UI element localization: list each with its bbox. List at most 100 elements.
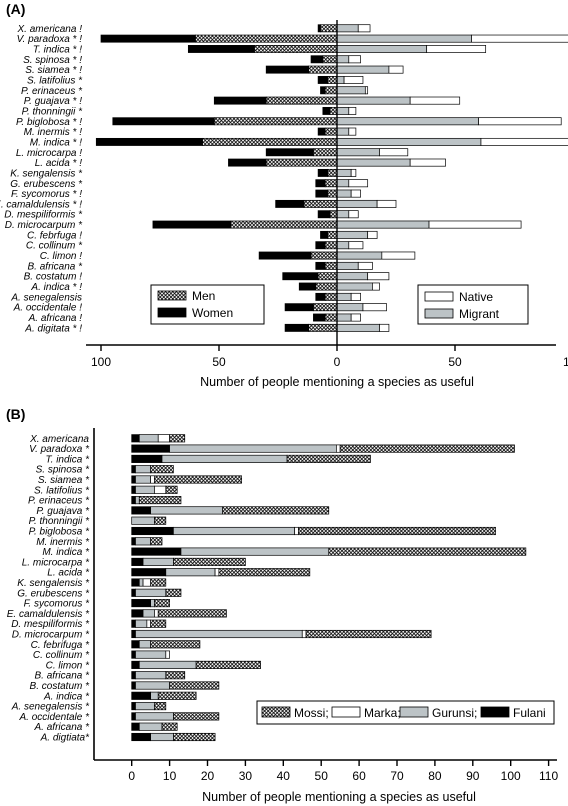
bar-a-men-25 <box>315 282 338 291</box>
bar-b-mossi-1 <box>339 444 515 453</box>
bar-b-gurunsi-1 <box>169 444 337 453</box>
bar-b-gurunsi-10 <box>135 537 152 546</box>
bar-a-migrant-26 <box>336 292 352 301</box>
bar-a-native-14 <box>350 168 357 177</box>
species-label-a-29: A. digitata * ! <box>24 323 82 334</box>
species-label-a-19: D. microcarpum * <box>5 220 83 231</box>
bar-a-men-19 <box>230 220 338 229</box>
bar-a-migrant-22 <box>336 251 383 260</box>
bar-a-women-7 <box>213 96 267 105</box>
species-label-b-6: P. erinaceus * <box>28 496 90 507</box>
bar-b-gurunsi-17 <box>142 609 155 618</box>
panel-b-label: (B) <box>6 406 25 422</box>
species-label-b-14: K. sengalensis * <box>17 578 90 589</box>
bar-a-migrant-28 <box>336 313 352 322</box>
species-label-b-29: A. digtiata* <box>40 733 90 744</box>
bar-a-native-7 <box>409 96 461 105</box>
species-label-a-3: S. spinosa * ! <box>23 55 82 66</box>
bar-a-men-17 <box>303 199 338 208</box>
bar-b-mossi-23 <box>165 671 186 680</box>
bar-a-women-26 <box>315 292 326 301</box>
species-label-b-5: S. latifolius * <box>34 485 90 496</box>
bar-b-fulani-2 <box>131 454 163 463</box>
bar-a-migrant-10 <box>336 127 350 136</box>
species-label-b-15: G. erubescens * <box>17 588 90 599</box>
bar-a-migrant-23 <box>336 261 359 270</box>
bar-a-migrant-14 <box>336 168 352 177</box>
species-label-a-12: L. microcarpa ! <box>16 148 82 159</box>
bar-a-native-13 <box>409 158 446 167</box>
panel-a-legend-right: Native Migrant <box>417 284 529 325</box>
bar-b-mossi-7 <box>222 506 330 515</box>
bar-a-native-3 <box>348 55 361 64</box>
tick-label-b-5: 50 <box>315 769 329 783</box>
bar-b-gurunsi-20 <box>138 640 151 649</box>
tick-label-b-11: 110 <box>539 769 558 783</box>
bar-a-women-28 <box>313 313 326 322</box>
bar-b-mossi-12 <box>173 557 246 566</box>
bar-a-migrant-27 <box>336 303 364 312</box>
species-label-a-23: B. africana * <box>28 261 84 272</box>
bar-a-women-5 <box>317 75 328 84</box>
bar-b-gurunsi-5 <box>135 485 155 494</box>
species-label-a-25: A. indica * ! <box>30 282 82 293</box>
tick-label-a-4: 100 <box>563 355 568 369</box>
tick-label-b-3: 30 <box>239 769 253 783</box>
bar-a-men-1 <box>195 34 338 43</box>
bar-a-men-2 <box>254 45 338 53</box>
legend-mossi-swatch <box>261 706 291 718</box>
tick-label-b-4: 40 <box>277 769 291 783</box>
bar-a-native-15 <box>348 179 369 188</box>
legend-native-swatch <box>424 291 454 302</box>
bar-a-women-20 <box>320 230 328 239</box>
bar-b-fulani-12 <box>131 557 144 566</box>
species-label-b-9: P. biglobosa * <box>29 527 91 538</box>
bar-a-native-6 <box>364 86 369 95</box>
bar-a-men-12 <box>313 148 338 157</box>
bar-a-native-28 <box>350 313 361 322</box>
bar-b-fulani-6 <box>131 496 136 505</box>
bar-a-men-26 <box>324 292 338 301</box>
bar-a-men-13 <box>265 158 338 167</box>
bar-a-migrant-29 <box>336 323 380 332</box>
bar-b-marka-9 <box>294 526 299 536</box>
bar-a-native-12 <box>379 148 409 157</box>
bar-b-mossi-2 <box>286 454 371 463</box>
bar-b-gurunsi-16 <box>150 599 155 608</box>
bar-b-fulani-15 <box>131 588 136 597</box>
bar-a-women-12 <box>265 148 314 157</box>
bar-b-gurunsi-24 <box>135 681 170 690</box>
bar-a-migrant-18 <box>336 210 350 219</box>
bar-a-men-29 <box>308 323 338 332</box>
bar-a-men-16 <box>327 189 338 198</box>
bar-a-native-0 <box>357 24 371 33</box>
species-label-b-8: P. thonningii * <box>29 516 91 527</box>
bar-a-women-17 <box>275 199 305 208</box>
bar-a-women-21 <box>315 241 326 250</box>
bar-a-men-3 <box>322 55 338 64</box>
bar-b-fulani-3 <box>131 465 136 474</box>
bar-a-men-27 <box>313 303 338 312</box>
species-label-b-23: B. africana * <box>35 671 91 682</box>
bar-b-fulani-24 <box>131 681 136 690</box>
legend-mossi-label: Mossi; <box>294 706 329 720</box>
tick-label-b-10: 100 <box>501 769 521 783</box>
bar-a-men-7 <box>265 96 338 105</box>
species-label-b-27: A. occidentale * <box>19 712 91 723</box>
bar-a-migrant-20 <box>336 230 369 239</box>
bar-a-migrant-11 <box>336 137 482 146</box>
bar-b-marka-18 <box>146 619 152 628</box>
species-label-a-14: K. sengalensis * <box>10 168 83 179</box>
bar-a-men-22 <box>310 251 338 260</box>
legend-fulani-label: Fulani <box>513 706 546 720</box>
bar-b-fulani-28 <box>131 722 140 731</box>
species-label-a-9: P. biglobosa * ! <box>16 117 82 128</box>
bar-b-mossi-4 <box>154 475 242 484</box>
species-label-a-16: F. sycomorus * ! <box>11 189 82 200</box>
bar-a-men-15 <box>324 179 338 188</box>
species-label-a-15: G. erubescens * <box>10 179 83 190</box>
bar-b-marka-21 <box>165 650 170 659</box>
legend-marka-label: Marka; <box>364 706 401 720</box>
bar-b-fulani-5 <box>131 485 136 494</box>
